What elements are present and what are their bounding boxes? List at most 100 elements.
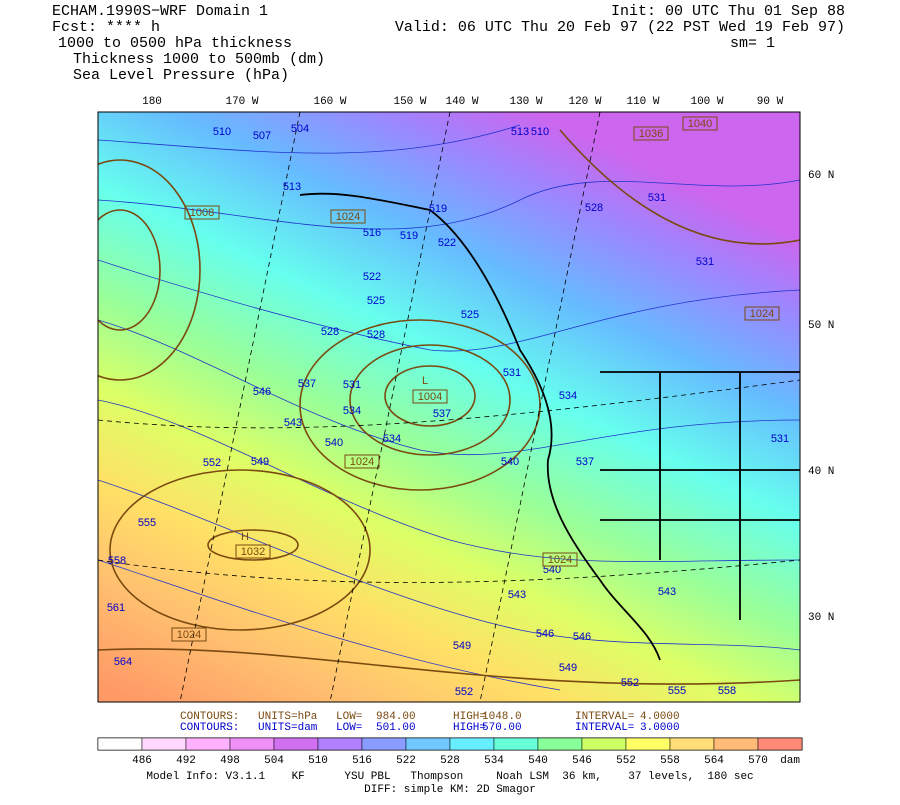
contour-info: LOW= [336, 722, 362, 734]
pressure-label: 1004 [418, 391, 442, 403]
thickness-label: 546 [253, 386, 271, 398]
thickness-label: 552 [455, 686, 473, 698]
longitude-label: 150 W [393, 96, 426, 108]
pressure-label-box [330, 209, 366, 224]
contour-info: 3.0000 [640, 722, 680, 734]
pressure-label: 1024 [350, 456, 374, 468]
thickness-label: 519 [429, 203, 447, 215]
colorbar-box [493, 737, 539, 751]
colorbar-label: 534 [484, 755, 504, 767]
thickness-label: 540 [543, 564, 561, 576]
pressure-label-box [184, 205, 220, 220]
thickness-label: 513 [283, 181, 301, 193]
thickness-label: 537 [576, 456, 594, 468]
colorbar-box [185, 737, 231, 751]
header-text: sm= 1 [730, 35, 775, 52]
thickness-label: 525 [461, 309, 479, 321]
thickness-label: 558 [108, 555, 126, 567]
thickness-label: 549 [251, 456, 269, 468]
longitude-label: 130 W [509, 96, 542, 108]
thickness-label: 504 [291, 123, 309, 135]
thickness-label: 531 [696, 256, 714, 268]
thickness-label: 546 [573, 631, 591, 643]
thickness-label: 537 [298, 378, 316, 390]
contour-info: 501.00 [376, 722, 416, 734]
map-frame [97, 111, 801, 703]
contour-info: UNITS=hPa [258, 711, 318, 723]
contour-info: UNITS=dam [258, 722, 318, 734]
thickness-label: 534 [559, 390, 577, 402]
contour-info: CONTOURS: [180, 711, 239, 723]
pressure-center: L [422, 375, 428, 387]
colorbar-label: 516 [352, 755, 372, 767]
thickness-label: 510 [531, 126, 549, 138]
thickness-label: 528 [585, 202, 603, 214]
pressure-label-box [682, 116, 718, 131]
thickness-label: 564 [114, 656, 132, 668]
thickness-label: 528 [321, 326, 339, 338]
thickness-label: 552 [203, 457, 221, 469]
contour-info: CONTOURS: [180, 722, 239, 734]
colorbar-box [669, 737, 715, 751]
pressure-label-box [171, 627, 207, 642]
longitude-label: 140 W [445, 96, 478, 108]
contour-info: HIGH= [453, 711, 486, 723]
colorbar-box [317, 737, 363, 751]
colorbar-label: 528 [440, 755, 460, 767]
colorbar-label: 498 [220, 755, 240, 767]
colorbar-label: 492 [176, 755, 196, 767]
pressure-label-box [744, 306, 780, 321]
latitude-label: 30 N [808, 612, 834, 624]
thickness-label: 543 [658, 586, 676, 598]
map-area [98, 112, 800, 702]
colorbar-box [229, 737, 275, 751]
pressure-label-box [412, 389, 448, 404]
colorbar-box [537, 737, 583, 751]
pressure-label: 1032 [241, 546, 265, 558]
header-text: Valid: 06 UTC Thu 20 Feb 97 (22 PST Wed … [395, 19, 845, 36]
thickness-label: 531 [771, 433, 789, 445]
header-text: Fcst: **** h [52, 19, 160, 36]
colorbar-label: 558 [660, 755, 680, 767]
colorbar-label: 504 [264, 755, 284, 767]
thickness-label: 549 [453, 640, 471, 652]
contour-info: 570.00 [482, 722, 522, 734]
colorbar-label: 564 [704, 755, 724, 767]
colorbar-unit: dam [780, 755, 800, 767]
pressure-label: 1024 [336, 211, 360, 223]
pressure-label: 1024 [177, 629, 201, 641]
contour-info: 984.00 [376, 711, 416, 723]
longitude-label: 100 W [690, 96, 723, 108]
colorbar-label: 546 [572, 755, 592, 767]
pressure-label-box [542, 552, 578, 567]
thickness-label: 534 [383, 433, 401, 445]
colorbar-box [405, 737, 451, 751]
header-text: ECHAM.1990S−WRF Domain 1 [52, 3, 268, 20]
longitude-label: 120 W [568, 96, 601, 108]
longitude-label: 110 W [626, 96, 659, 108]
longitude-label: 180 [142, 96, 162, 108]
colorbar-label: 510 [308, 755, 328, 767]
colorbar-box [581, 737, 627, 751]
thickness-label: 555 [668, 685, 686, 697]
header-text: 1000 to 0500 hPa thickness [58, 35, 292, 52]
colorbar-label: 486 [132, 755, 152, 767]
thickness-label: 531 [343, 379, 361, 391]
contour-info: 4.0000 [640, 711, 680, 723]
colorbar-label: 552 [616, 755, 636, 767]
thickness-label: 552 [621, 677, 639, 689]
contour-info: INTERVAL= [575, 722, 634, 734]
footer-text: Model Info: V3.1.1 KF YSU PBL Thompson N… [146, 771, 753, 783]
latitude-label: 60 N [808, 170, 834, 182]
pressure-label-box [633, 126, 669, 141]
latitude-label: 40 N [808, 466, 834, 478]
pressure-label: 1040 [688, 118, 712, 130]
legend-pressure: Sea Level Pressure (hPa) [73, 67, 289, 84]
thickness-label: 555 [138, 517, 156, 529]
contour-info: LOW= [336, 711, 362, 723]
pressure-label: 1024 [750, 308, 774, 320]
thickness-label: 540 [501, 456, 519, 468]
colorbar-box [449, 737, 495, 751]
pressure-label: 1008 [190, 207, 214, 219]
